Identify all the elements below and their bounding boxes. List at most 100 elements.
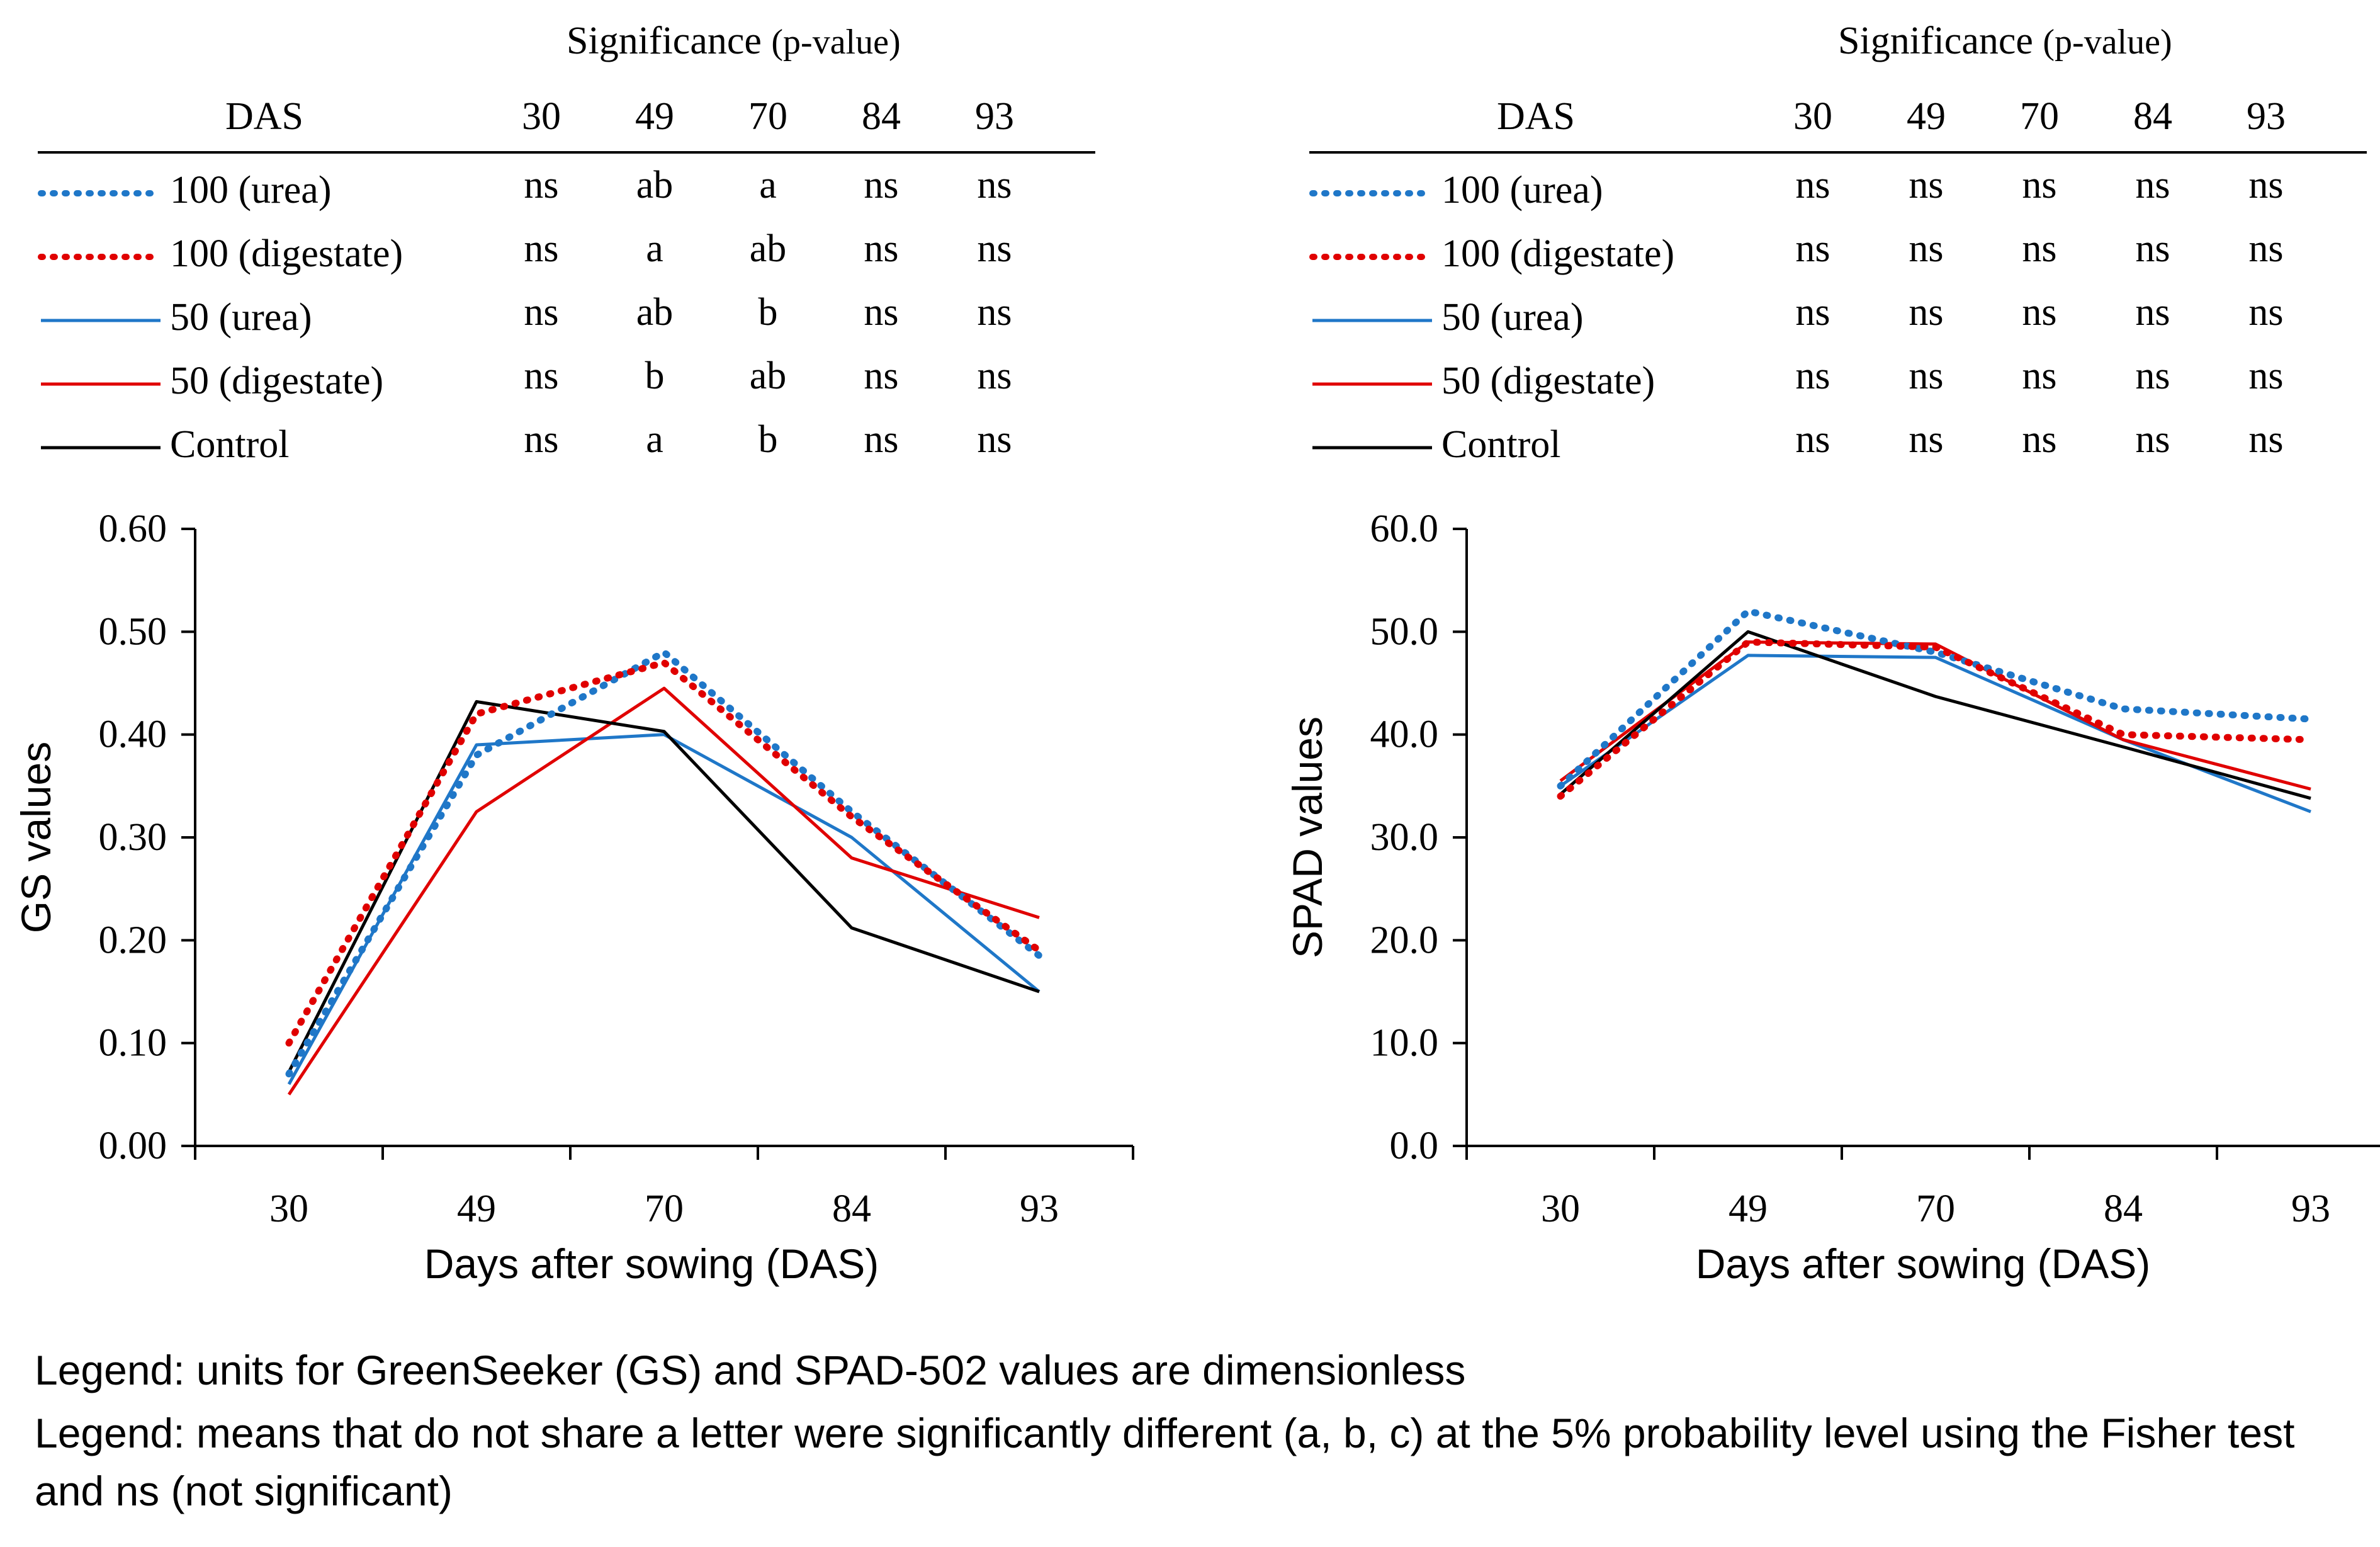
significance-cell: ns (2135, 227, 2170, 270)
y-tick-label: 0.0 (1390, 1125, 1439, 1167)
series-line-100-urea (285, 649, 1043, 1078)
das-column-header: 70 (748, 95, 787, 138)
significance-cell: ns (1909, 291, 1944, 334)
das-header: DAS (1496, 95, 1576, 138)
legend-line-sample (41, 382, 161, 386)
x-axis-title: Days after sowing (DAS) (424, 1240, 879, 1287)
gs-panel: Significance (p-value) DAS 30 49 70 84 93 10… (0, 0, 1183, 1322)
significance-cell: ns (1795, 164, 1830, 207)
significance-cell: ns (2022, 291, 2057, 334)
x-tick-label: 84 (832, 1187, 871, 1230)
x-tick-label: 30 (1541, 1187, 1580, 1230)
significance-cell: ns (1795, 418, 1830, 461)
significance-title-text: Significance (1838, 20, 2033, 62)
y-tick-label: 0.60 (99, 507, 167, 550)
significance-cell: ab (749, 354, 787, 397)
significance-cell: ns (2248, 227, 2284, 270)
y-tick-label: 10.0 (1370, 1022, 1439, 1065)
significance-cell: ns (2248, 354, 2284, 397)
significance-row: 50 (digestate) ns ns ns ns ns (1309, 344, 2367, 408)
significance-cell: ns (864, 418, 899, 461)
significance-cell: ns (2022, 164, 2057, 207)
significance-table: DAS 30 49 70 84 93 100 (urea) ns ab a ns ns 100 (d… (38, 82, 1095, 472)
significance-cell: ns (1795, 354, 1830, 397)
y-tick-label: 40.0 (1370, 713, 1439, 756)
das-column-header: 93 (2247, 95, 2286, 138)
significance-cell: ab (636, 164, 674, 207)
significance-cell: ns (1795, 227, 1830, 270)
significance-cell: ns (1909, 227, 1944, 270)
x-tick-label: 49 (1729, 1187, 1768, 1230)
significance-cell: ns (977, 418, 1012, 461)
significance-cell: ns (2022, 418, 2057, 461)
significance-cell: ns (864, 164, 899, 207)
significance-cell: ns (2248, 164, 2284, 207)
x-tick-label: 70 (645, 1187, 684, 1230)
legend-label: 50 (digestate) (170, 360, 384, 402)
das-column-header: 49 (635, 95, 674, 138)
significance-row: 100 (digestate) ns ns ns ns ns (1309, 217, 2367, 281)
significance-row: Control ns a b ns ns (38, 408, 1095, 472)
significance-title: Significance (p-value) (567, 19, 901, 64)
significance-cell: a (646, 418, 663, 461)
significance-cell: a (759, 164, 777, 207)
y-tick-label: 60.0 (1370, 507, 1439, 550)
legend-line-sample (1309, 254, 1435, 260)
significance-title-text: Significance (567, 20, 762, 62)
significance-row: 50 (urea) ns ab b ns ns (38, 281, 1095, 344)
significance-row: Control ns ns ns ns ns (1309, 408, 2367, 472)
significance-cell: ab (749, 227, 787, 270)
das-column-header: 49 (1907, 95, 1946, 138)
legend-line-sample (1312, 446, 1432, 450)
significance-table: DAS 30 49 70 84 93 100 (urea) ns ns ns ns ns 100 (… (1309, 82, 2367, 472)
y-tick-label: 20.0 (1370, 919, 1439, 961)
significance-row: 100 (urea) ns ns ns ns ns (1309, 154, 2367, 217)
y-tick-label: 0.50 (99, 610, 167, 653)
series-line-50-urea (287, 733, 1041, 1085)
series-line-100-digestate (285, 659, 1043, 1047)
spad-line-chart: 0.0 10.0 20.0 30.0 40.0 50.0 60.0 30 49 70 84 93 Day… (1284, 507, 2380, 1287)
significance-cell: ab (636, 291, 674, 334)
significance-cell: ns (2135, 418, 2170, 461)
significance-table-header: DAS 30 49 70 84 93 (1309, 82, 2367, 154)
significance-cell: ns (1795, 291, 1830, 334)
significance-cell: ns (1909, 164, 1944, 207)
das-column-header: 93 (975, 95, 1014, 138)
significance-cell: ns (864, 354, 899, 397)
significance-cell: ns (2135, 164, 2170, 207)
significance-cell: ns (2135, 354, 2170, 397)
significance-cell: a (646, 227, 663, 270)
significance-cell: ns (977, 164, 1012, 207)
significance-cell: ns (524, 164, 559, 207)
x-tick-label: 93 (2291, 1187, 2330, 1230)
das-column-header: 70 (2020, 95, 2059, 138)
significance-cell: ns (524, 418, 559, 461)
x-tick-label: 84 (2104, 1187, 2143, 1230)
legend-label: 100 (digestate) (1441, 232, 1675, 275)
significance-row: 100 (digestate) ns a ab ns ns (38, 217, 1095, 281)
das-column-header: 84 (862, 95, 901, 138)
significance-cell: ns (1909, 354, 1944, 397)
series-line-control (1559, 630, 2311, 800)
significance-row: 100 (urea) ns ab a ns ns (38, 154, 1095, 217)
das-column-header: 84 (2133, 95, 2172, 138)
significance-cell: ns (864, 227, 899, 270)
significance-title: Significance (p-value) (1838, 19, 2172, 64)
significance-cell: ns (864, 291, 899, 334)
legend-line-sample (38, 254, 164, 260)
significance-cell: ns (524, 354, 559, 397)
legend-line-sample (41, 319, 161, 322)
das-column-header: 30 (1793, 95, 1832, 138)
significance-cell: ns (2248, 418, 2284, 461)
significance-table-header: DAS 30 49 70 84 93 (38, 82, 1095, 154)
significance-cell: ns (524, 227, 559, 270)
significance-subtitle-text: (p-value) (2043, 23, 2172, 62)
legend-label: 50 (urea) (1441, 296, 1584, 339)
significance-cell: ns (977, 227, 1012, 270)
y-tick-label: 0.20 (99, 919, 167, 961)
footnote-significance: Legend: means that do not share a letter… (35, 1410, 2295, 1514)
legend-label: 50 (urea) (170, 296, 312, 339)
significance-subtitle-text: (p-value) (771, 23, 901, 62)
x-axis-title: Days after sowing (DAS) (1696, 1240, 2151, 1287)
significance-cell: ns (524, 291, 559, 334)
